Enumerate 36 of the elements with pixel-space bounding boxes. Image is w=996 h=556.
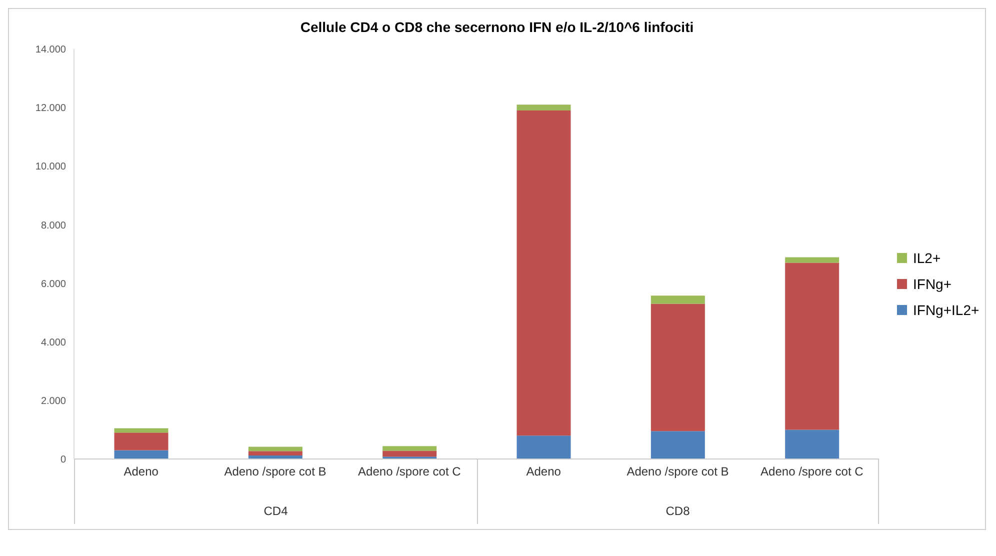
bar [382, 446, 437, 451]
y-tick-label: 6.000 [40, 278, 66, 290]
bar [114, 432, 168, 450]
x-tick-label: Adeno [124, 464, 159, 479]
chart-title: Cellule CD4 o CD8 che secernono IFN e/o IL-2/10^6 linfociti [299, 18, 695, 37]
x-tick-label: Adeno /spore cot B [224, 464, 326, 479]
bar [650, 296, 705, 304]
bar [516, 110, 571, 436]
text: CD4 [262, 504, 289, 518]
bar [248, 451, 302, 456]
y-tick-label: 8.000 [40, 220, 66, 232]
y-tick-label: 12.000 [35, 103, 66, 114]
bar [650, 304, 705, 432]
y-tick-label: 4.000 [40, 337, 66, 348]
bar [785, 257, 840, 263]
y-tick-label: 2.000 [40, 396, 66, 407]
bar [114, 428, 168, 433]
x-tick-label: Adeno [526, 464, 562, 479]
bar [382, 450, 437, 457]
x-tick-label: Adeno /spore cot C [358, 464, 462, 479]
x-tick-label: Adeno /spore cot C [760, 464, 864, 479]
bar [785, 430, 840, 459]
y-tick-label: 14.000 [35, 44, 66, 56]
bar [650, 431, 705, 459]
x-tick-label: Adeno /spore cot B [626, 464, 729, 479]
y-tick-label: 0 [60, 454, 66, 466]
legend-label: IFNg+ [913, 276, 952, 292]
y-tick-label: 10.000 [35, 162, 66, 173]
legend-label: IFNg+IL2+ [913, 302, 980, 318]
legend-label: IL2+ [913, 250, 941, 266]
bar [248, 446, 302, 452]
bar [114, 450, 168, 459]
bar [785, 262, 840, 430]
text: CD8 [664, 504, 691, 518]
bar [516, 104, 571, 110]
bar [516, 436, 571, 459]
